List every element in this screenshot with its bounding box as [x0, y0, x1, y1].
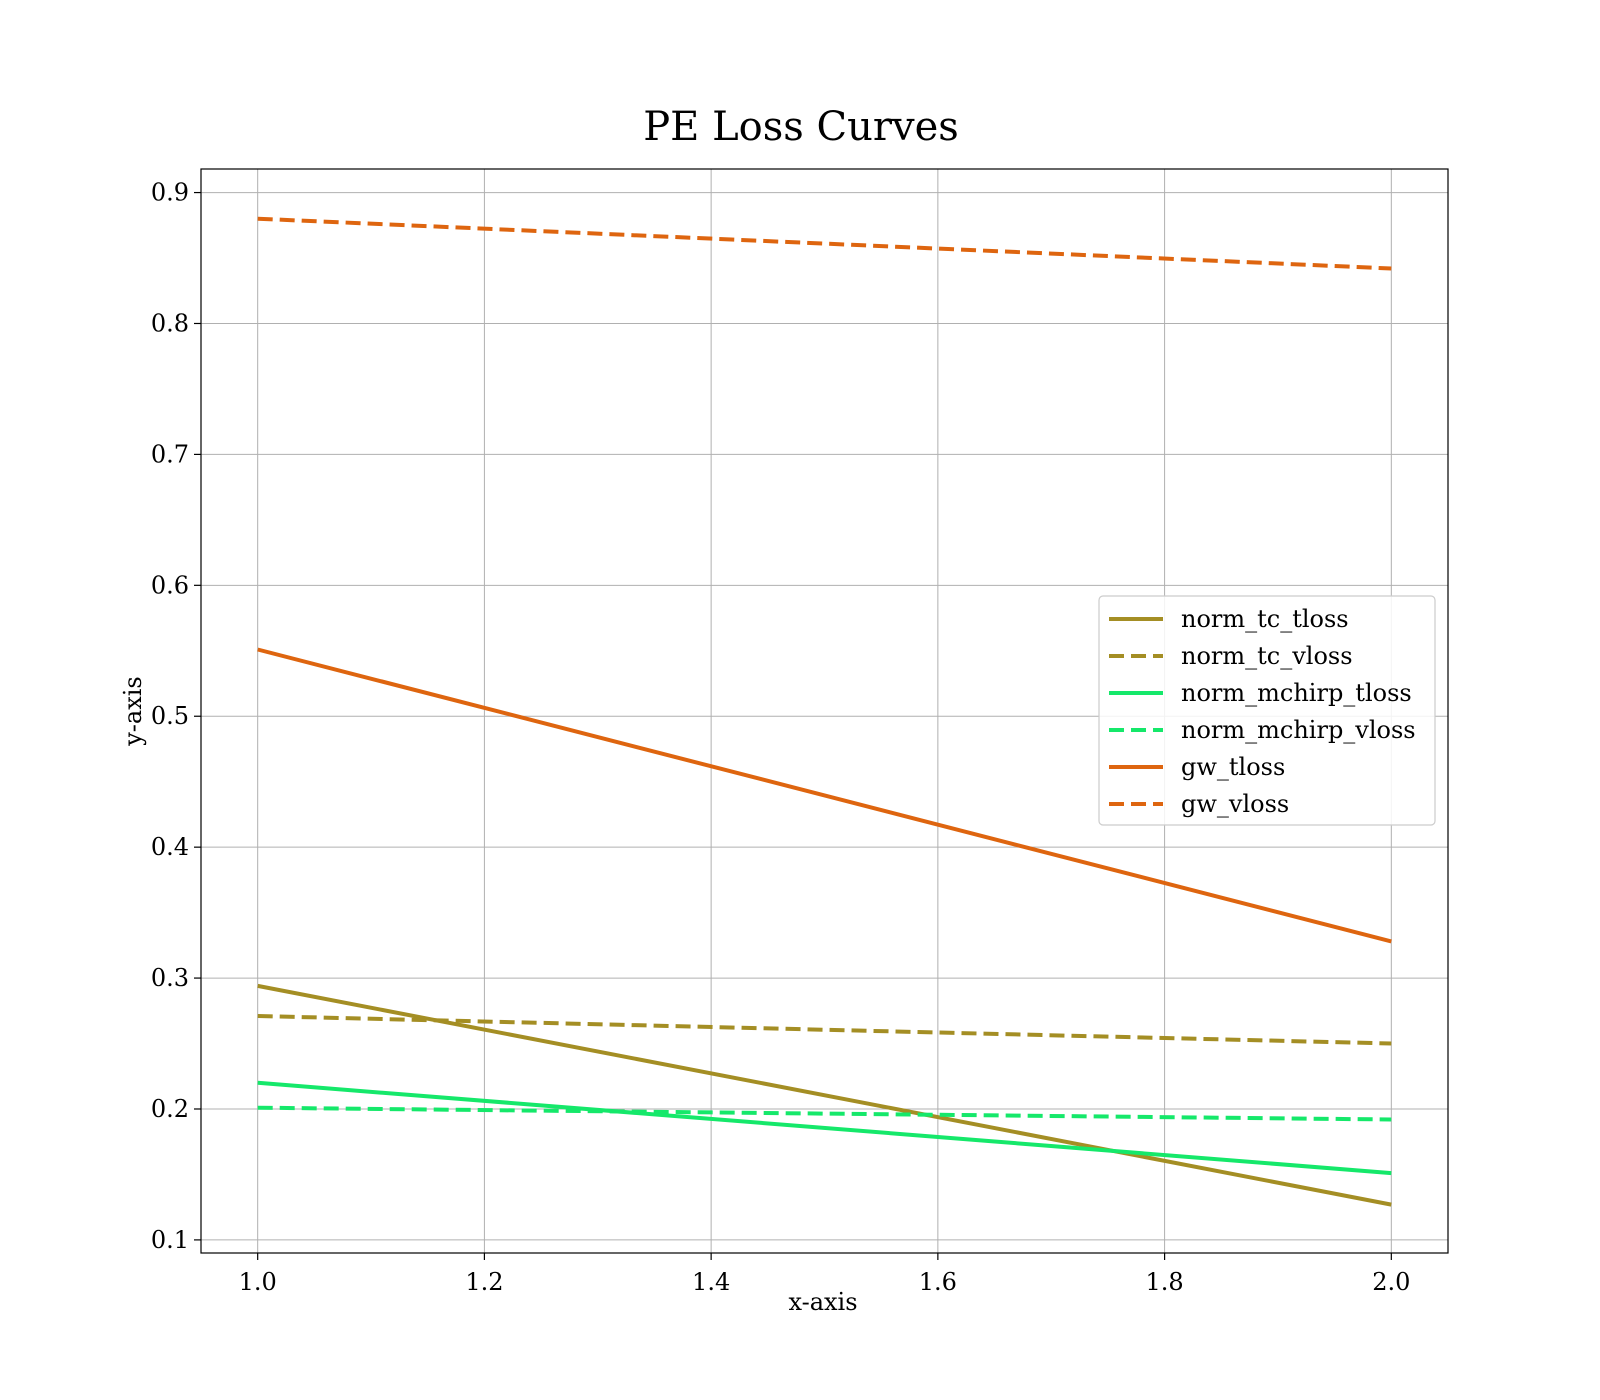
x-tick-label: 1.0 — [239, 1268, 277, 1296]
y-tick-label: 0.3 — [151, 964, 189, 992]
legend-label: gw_vloss — [1181, 790, 1289, 818]
x-axis-label: x-axis — [788, 1288, 857, 1316]
series-lines — [257, 216, 1392, 1207]
y-tick-label: 0.1 — [151, 1226, 189, 1254]
y-tick-label: 0.9 — [151, 179, 189, 207]
legend-label: norm_mchirp_vloss — [1181, 716, 1416, 744]
legend-label: norm_tc_vloss — [1181, 642, 1353, 670]
y-axis-label: y-axis — [119, 676, 147, 747]
legend: norm_tc_tloss norm_tc_vloss norm_mchirp_tl… — [1098, 595, 1436, 826]
legend-label: norm_tc_tloss — [1181, 605, 1349, 633]
legend-label: norm_mchirp_tloss — [1181, 679, 1412, 707]
series-line-norm-tc-vloss — [257, 1014, 1392, 1046]
x-tick-label: 1.4 — [692, 1268, 730, 1296]
x-tick-label: 2.0 — [1372, 1268, 1410, 1296]
y-tick-label: 0.6 — [151, 571, 189, 599]
x-tick-label: 1.6 — [919, 1268, 957, 1296]
legend-label: gw_tloss — [1181, 753, 1285, 781]
y-tick-label: 0.7 — [151, 440, 189, 468]
legend-box — [1098, 595, 1436, 826]
y-tick-label: 0.2 — [151, 1095, 189, 1123]
chart-title: PE Loss Curves — [643, 104, 959, 150]
x-tick-label: 1.8 — [1146, 1268, 1184, 1296]
y-tick-label: 0.5 — [151, 702, 189, 730]
y-tick-label: 0.8 — [151, 309, 189, 337]
series-line-norm-mchirp-vloss — [257, 1105, 1392, 1122]
series-line-gw-vloss — [257, 216, 1392, 271]
plot-frame — [200, 168, 1449, 1254]
series-line-norm-mchirp-tloss — [257, 1080, 1392, 1176]
series-line-gw-tloss — [257, 647, 1392, 944]
y-tick-label: 0.4 — [151, 833, 189, 861]
x-tick-label: 1.2 — [465, 1268, 503, 1296]
axis-ticks: 1.0 1.2 1.4 1.6 1.8 2.0 0.1 0.2 0.3 0.4 0.5 0.6 0.7 0… — [151, 179, 1411, 1296]
